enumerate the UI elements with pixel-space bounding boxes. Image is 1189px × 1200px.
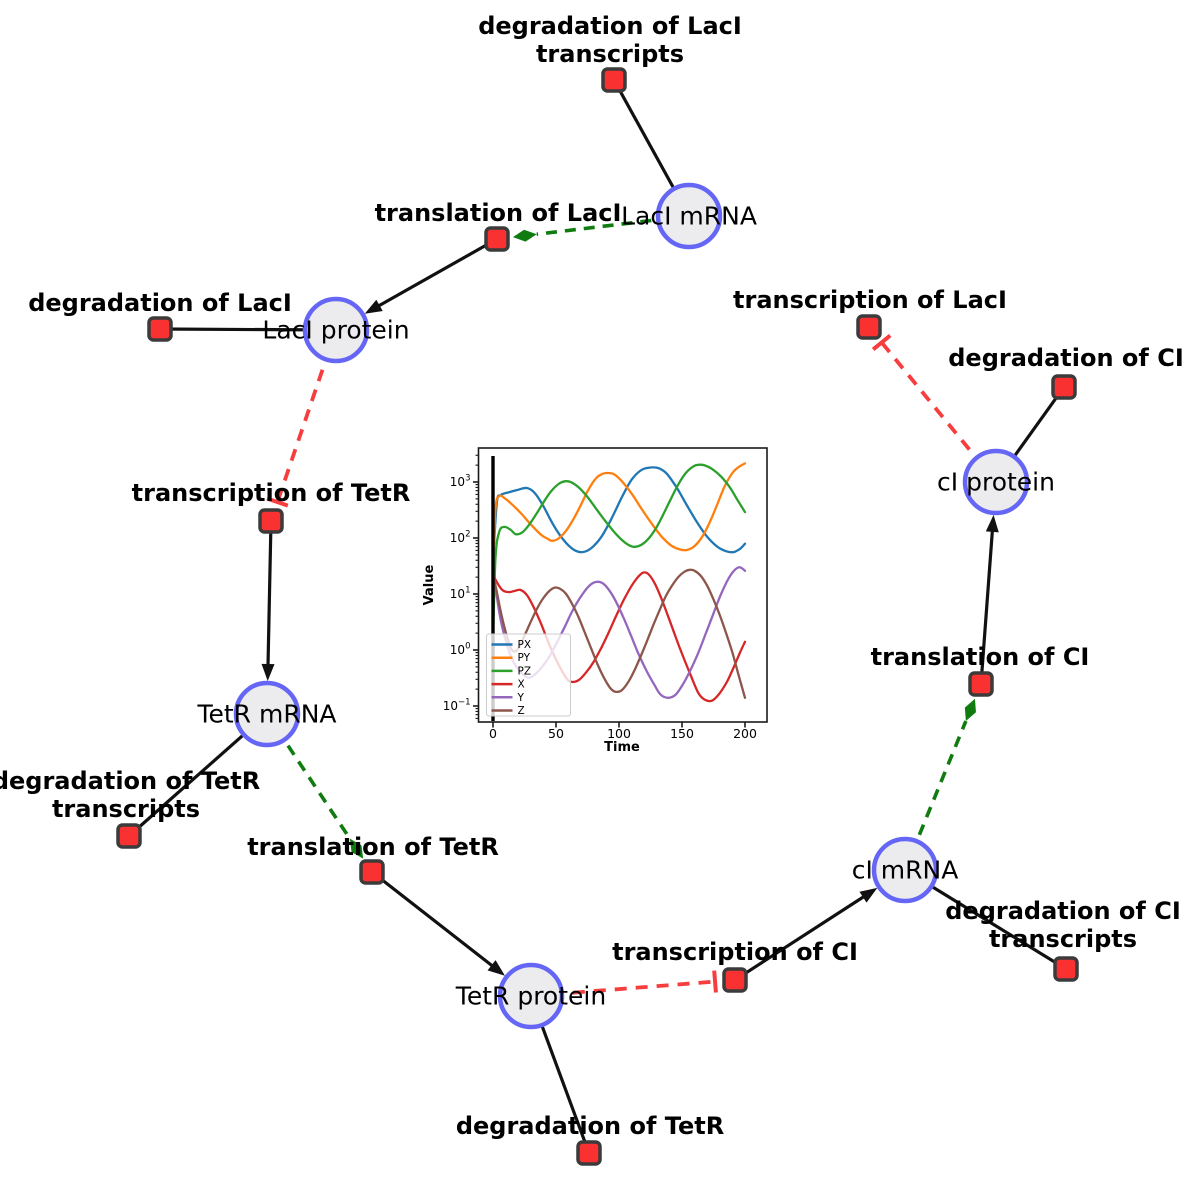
plot-series-X: [491, 571, 747, 703]
species-label-ci-protein: cI protein: [937, 468, 1055, 497]
reaction-node-translation-ci: [968, 671, 994, 697]
reaction-label-degradation-ci: degradation of CI: [948, 344, 1184, 372]
reaction-node-transcription-ci: [722, 967, 748, 993]
reaction-label-translation-tetr: translation of TetR: [247, 833, 499, 861]
edge-translation-ci-ci-protein-arrowhead: [985, 514, 999, 533]
legend-label-PX: PX: [518, 639, 532, 651]
edge-marks-layer: [261, 229, 999, 993]
reaction-node-degradation-tetr-transcripts: [116, 823, 142, 849]
plot-series-PY: [491, 462, 747, 569]
edge-laci-mrna-translation-laci-diamond-head: [512, 229, 537, 242]
species-label-tetr-protein: TetR protein: [455, 982, 606, 1011]
reaction-label-translation-ci: translation of CI: [871, 643, 1090, 671]
reaction-node-translation-laci: [484, 226, 510, 252]
species-label-laci-mrna: LacI mRNA: [621, 202, 757, 231]
edge-transcription-ci-ci-mrna-arrowhead: [859, 887, 878, 903]
species-node-laci-mrna: [655, 182, 723, 250]
reaction-node-degradation-laci: [147, 316, 173, 342]
legend-label-PY: PY: [518, 652, 531, 664]
edge-translation-tetr-tetr-protein-arrowhead: [487, 960, 505, 976]
reaction-label-transcription-ci: transcription of CI: [612, 938, 858, 966]
species-node-tetr-mrna: [233, 680, 301, 748]
reaction-node-translation-tetr: [359, 859, 385, 885]
edge-translation-tetr-tetr-protein: [371, 870, 496, 969]
species-label-laci-protein: LacI protein: [262, 316, 409, 345]
labels-layer: LacI mRNA LacI protein TetR mRNA TetR prote…: [0, 12, 1184, 1140]
reaction-node-degradation-laci-transcripts: [601, 67, 627, 93]
species-label-ci-mrna: cI mRNA: [852, 856, 959, 885]
y-tick-label: 100: [450, 642, 471, 658]
edge-ci-mrna-translation-ci-diamond-head: [964, 698, 976, 722]
reaction-label-degradation-tetr-transcripts-line1: degradation of TetR: [0, 767, 260, 795]
reaction-label-transcription-tetr: transcription of TetR: [132, 479, 411, 507]
edge-translation-ci-ci-protein: [979, 527, 995, 685]
reaction-label-degradation-laci-transcripts-line1: degradation of LacI: [478, 12, 742, 40]
edge-translation-laci-laci-protein: [375, 237, 498, 309]
edge-tetr-mrna-translation-tetr-diamond-head: [349, 838, 364, 859]
plot-series-PZ: [491, 463, 747, 642]
x-tick-label: 200: [733, 726, 757, 741]
species-node-tetr-protein: [497, 962, 565, 1030]
x-tick-label: 150: [670, 726, 694, 741]
species-node-ci-protein: [962, 448, 1030, 516]
reaction-label-transcription-laci: transcription of LacI: [733, 286, 1007, 314]
species-node-ci-mrna: [871, 836, 939, 904]
legend-label-PZ: PZ: [518, 665, 532, 677]
reaction-node-degradation-tetr: [576, 1140, 602, 1166]
reaction-label-translation-laci: translation of LacI: [375, 199, 622, 227]
inset-simulation-plot: 0 50 100 150 20010310210110010−1TimeValuePXP…: [422, 447, 768, 755]
reaction-node-degradation-ci-transcripts: [1053, 956, 1079, 982]
reaction-node-transcription-tetr: [258, 508, 284, 534]
reaction-label-degradation-ci-transcripts-line1: degradation of CI: [945, 897, 1181, 925]
plot-axes-box: [477, 447, 768, 723]
y-axis-label: Value: [422, 564, 437, 605]
y-tick-label: 101: [450, 586, 471, 602]
legend-label-Z: Z: [518, 705, 525, 717]
edge-transcription-tetr-tetr-mrna: [266, 520, 273, 669]
edge-ci-protein-transcription-laci-tbar: [871, 333, 892, 351]
legend-label-Y: Y: [517, 692, 525, 704]
edge-transcription-ci-ci-mrna: [734, 893, 868, 982]
y-tick-label: 103: [450, 474, 471, 490]
edge-transcription-tetr-tetr-mrna-arrowhead: [261, 663, 275, 682]
legend-label-X: X: [518, 679, 525, 691]
reaction-label-degradation-ci-transcripts-line2: transcripts: [989, 925, 1137, 953]
y-tick-label: 10−1: [443, 698, 471, 714]
reaction-label-degradation-laci: degradation of LacI: [28, 289, 292, 317]
y-tick-label: 102: [450, 530, 471, 546]
reaction-node-degradation-ci: [1051, 374, 1077, 400]
species-nodes-layer: [233, 182, 1030, 1030]
plot-series-PX: [491, 466, 747, 565]
reaction-nodes-layer: [116, 67, 1079, 1166]
edge-translation-laci-laci-protein-arrowhead: [364, 299, 383, 314]
reaction-label-degradation-tetr: degradation of TetR: [456, 1112, 724, 1140]
x-tick-label: 0: [489, 726, 497, 741]
reaction-label-degradation-laci-transcripts-line2: transcripts: [536, 40, 684, 68]
edge-tetr-protein-transcription-ci-tbar: [712, 970, 718, 993]
x-axis-label: Time: [604, 740, 640, 755]
edge-laci-protein-transcription-tetr-tbar: [266, 496, 289, 508]
species-node-laci-protein: [302, 296, 370, 364]
species-label-tetr-mrna: TetR mRNA: [196, 700, 336, 729]
x-tick-label: 50: [548, 726, 564, 741]
x-tick-label: 100: [607, 726, 631, 741]
reaction-node-transcription-laci: [856, 314, 882, 340]
reaction-label-degradation-tetr-transcripts-line2: transcripts: [52, 795, 200, 823]
legend-box: [486, 633, 571, 717]
